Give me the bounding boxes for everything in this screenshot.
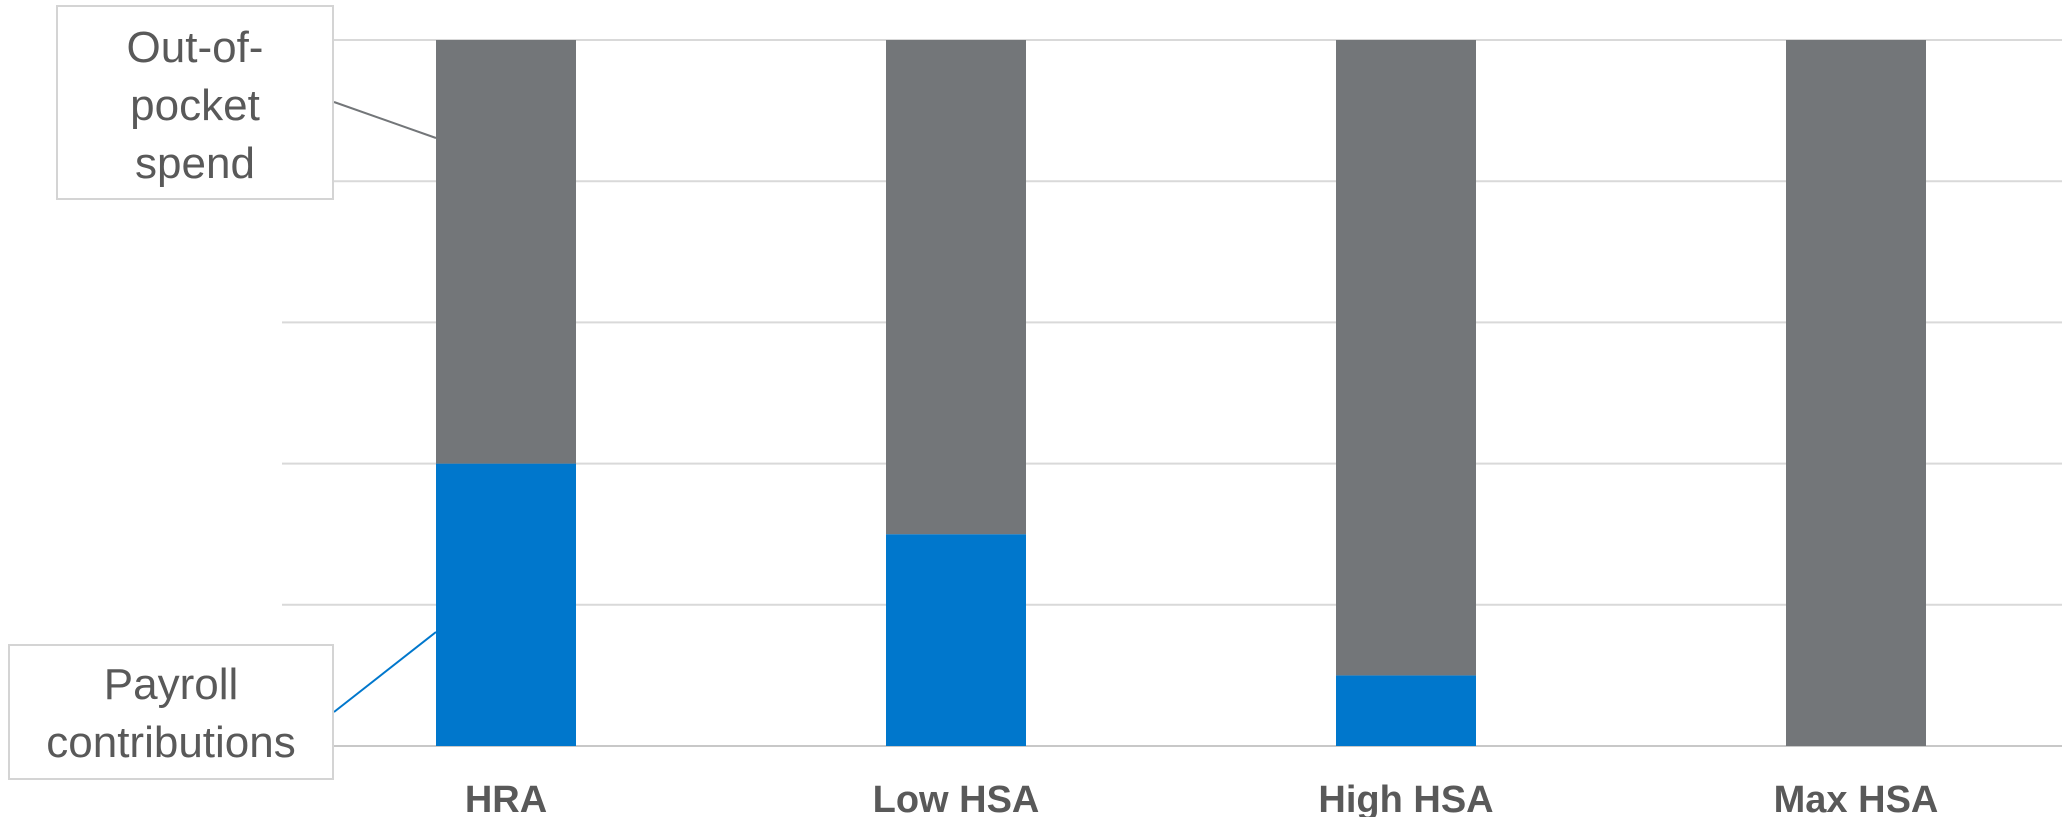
- x-tick-label-high-hsa: High HSA: [1318, 779, 1493, 817]
- callout-leader-lines: [333, 101, 437, 713]
- bars: [436, 40, 1926, 746]
- bar-out-of-pocket-high-hsa: [1336, 40, 1476, 676]
- x-tick-label-hra: HRA: [465, 779, 547, 817]
- callout-oop-line-2: pocket: [130, 81, 260, 130]
- bar-payroll-hra: [436, 463, 576, 746]
- bar-payroll-high-hsa: [1336, 675, 1476, 746]
- gridlines: [282, 39, 2062, 747]
- callout-out-of-pocket-spend: Out-of- pocket spend: [56, 5, 334, 200]
- leader-line-payroll: [333, 631, 437, 713]
- callout-payroll-line-2: contributions: [46, 718, 296, 767]
- callout-oop-line-3: spend: [135, 139, 255, 188]
- callout-oop-line-1: Out-of-: [126, 23, 264, 72]
- callout-payroll-line-1: Payroll: [103, 660, 239, 709]
- x-tick-label-low-hsa: Low HSA: [873, 779, 1040, 817]
- callout-payroll-contributions: Payroll contributions: [8, 644, 334, 780]
- x-tick-label-max-hsa: Max HSA: [1774, 779, 1939, 817]
- bar-out-of-pocket-max-hsa: [1786, 40, 1926, 746]
- bar-out-of-pocket-low-hsa: [886, 40, 1026, 535]
- bar-payroll-low-hsa: [886, 534, 1026, 746]
- leader-line-out-of-pocket: [333, 101, 437, 139]
- bar-out-of-pocket-hra: [436, 40, 576, 464]
- x-axis-labels: HRA Low HSA High HSA Max HSA: [465, 779, 1939, 817]
